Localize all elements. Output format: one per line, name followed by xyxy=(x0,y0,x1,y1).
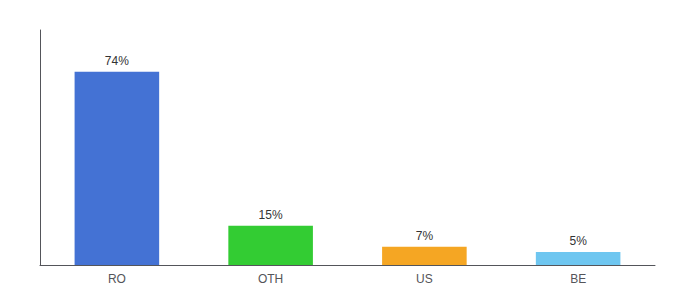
svg-text:RO: RO xyxy=(108,272,126,286)
svg-text:15%: 15% xyxy=(259,208,283,222)
svg-text:7%: 7% xyxy=(416,229,434,243)
svg-text:BE: BE xyxy=(570,272,586,286)
svg-text:OTH: OTH xyxy=(258,272,283,286)
svg-text:74%: 74% xyxy=(105,54,129,68)
svg-text:5%: 5% xyxy=(569,234,587,248)
svg-text:US: US xyxy=(416,272,433,286)
